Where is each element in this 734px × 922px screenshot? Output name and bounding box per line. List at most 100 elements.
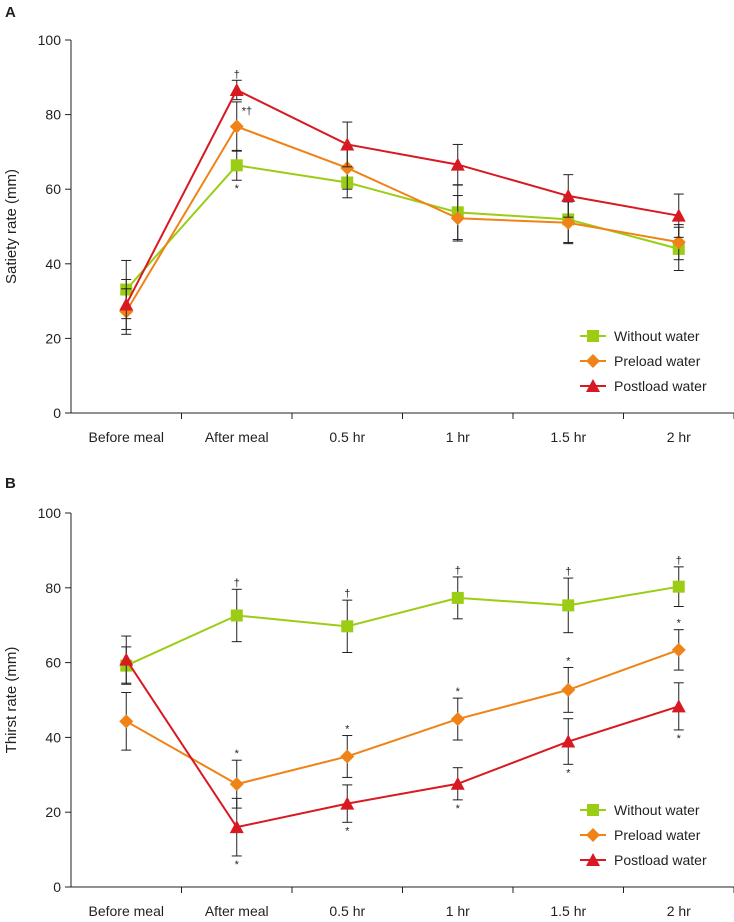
series-preload-water bbox=[119, 101, 686, 335]
data-point bbox=[451, 591, 464, 604]
panel-label: A bbox=[5, 4, 16, 21]
significance-marker: † bbox=[565, 566, 571, 578]
series-line bbox=[125, 164, 680, 291]
data-point bbox=[671, 235, 686, 250]
significance-marker: † bbox=[676, 555, 682, 567]
legend-item-postload-water: Postload water bbox=[580, 852, 707, 868]
significance-marker: * bbox=[235, 859, 240, 871]
legend-label: Without water bbox=[614, 802, 700, 818]
data-point bbox=[340, 796, 355, 810]
legend-item-preload-water: Preload water bbox=[580, 827, 701, 843]
data-point bbox=[671, 642, 686, 657]
y-tick-label: 20 bbox=[45, 804, 61, 820]
data-point bbox=[229, 119, 244, 134]
data-point bbox=[340, 160, 355, 175]
legend-marker bbox=[586, 354, 600, 368]
panel-a: A 0 20 40 60 80 100 Before meal After meal 0.5 hr… bbox=[3, 4, 734, 445]
data-point bbox=[450, 712, 465, 727]
legend-marker bbox=[587, 330, 599, 342]
significance-marker: † bbox=[455, 565, 461, 577]
significance-marker: * bbox=[456, 803, 461, 815]
x-tick-label: 2 hr bbox=[667, 903, 691, 917]
legend-label: Preload water bbox=[614, 827, 701, 843]
significance-marker: * bbox=[345, 825, 350, 837]
significance-marker: † bbox=[234, 577, 240, 589]
data-point bbox=[562, 599, 575, 612]
y-tick-label: 20 bbox=[45, 330, 61, 346]
data-point bbox=[229, 82, 244, 96]
y-axis-title: Satiety rate (mm) bbox=[3, 169, 20, 284]
x-tick-label: Before meal bbox=[89, 903, 164, 917]
significance-marker: * bbox=[677, 733, 682, 745]
y-axis-title: Thirst rate (mm) bbox=[3, 647, 20, 754]
x-tick-label: 0.5 hr bbox=[329, 903, 365, 917]
legend-item-postload-water: Postload water bbox=[580, 378, 707, 394]
data-point bbox=[561, 188, 576, 202]
y-tick-label: 80 bbox=[45, 107, 61, 123]
panel-b: B 0 20 40 60 80 100 Before meal After meal 0.5 hr… bbox=[3, 475, 734, 919]
x-tick-label: 1.5 hr bbox=[550, 903, 586, 917]
significance-marker: * bbox=[235, 183, 240, 195]
panel-label: B bbox=[5, 475, 16, 492]
legend-marker bbox=[586, 828, 600, 842]
significance-marker: † bbox=[234, 69, 240, 81]
x-tick-label: 0.5 hr bbox=[329, 429, 365, 445]
significance-marker: * bbox=[456, 686, 461, 698]
data-point bbox=[229, 820, 244, 834]
y-tick-label: 40 bbox=[45, 256, 61, 272]
data-point bbox=[230, 159, 243, 172]
data-point bbox=[119, 714, 134, 729]
data-point bbox=[671, 208, 686, 222]
significance-marker: * bbox=[345, 724, 350, 736]
legend-label: Postload water bbox=[614, 378, 707, 394]
x-tick-label: After meal bbox=[205, 903, 269, 917]
legend-marker bbox=[586, 379, 600, 392]
data-point bbox=[119, 652, 134, 666]
series-postload-water bbox=[119, 635, 686, 857]
y-tick-label: 100 bbox=[38, 505, 62, 521]
legend-item-without-water: Without water bbox=[580, 802, 700, 818]
significance-marker: * bbox=[235, 748, 240, 760]
legend-marker bbox=[586, 853, 600, 866]
series-preload-water bbox=[119, 629, 686, 809]
legend-label: Without water bbox=[614, 328, 700, 344]
significance-marker: † bbox=[344, 588, 350, 600]
series-without-water bbox=[120, 566, 685, 685]
data-point bbox=[119, 297, 134, 311]
legend-item-preload-water: Preload water bbox=[580, 353, 701, 369]
data-point bbox=[561, 215, 576, 230]
data-point bbox=[450, 211, 465, 226]
x-tick-label: 1 hr bbox=[446, 903, 470, 917]
x-tick-label: 2 hr bbox=[667, 429, 691, 445]
significance-marker: *† bbox=[242, 106, 252, 118]
series-postload-water bbox=[119, 79, 686, 330]
legend: Without water Preload water Postload water bbox=[580, 328, 707, 394]
data-point bbox=[450, 157, 465, 171]
data-point bbox=[450, 776, 465, 790]
legend-marker bbox=[587, 804, 599, 816]
y-tick-label: 40 bbox=[45, 729, 61, 745]
legend-item-without-water: Without water bbox=[580, 328, 700, 344]
series-line bbox=[125, 659, 680, 829]
data-point bbox=[341, 620, 354, 633]
data-point bbox=[671, 699, 686, 713]
significance-marker: * bbox=[677, 618, 682, 630]
series-line bbox=[125, 648, 680, 786]
series-line bbox=[125, 585, 679, 667]
data-point bbox=[672, 580, 685, 593]
significance-marker: * bbox=[566, 767, 571, 779]
x-tick-label: After meal bbox=[205, 429, 269, 445]
legend: Without water Preload water Postload water bbox=[580, 802, 707, 868]
y-tick-label: 0 bbox=[53, 405, 61, 421]
y-tick-label: 100 bbox=[38, 32, 62, 48]
series-line bbox=[125, 125, 679, 313]
y-tick-label: 0 bbox=[53, 879, 61, 895]
x-tick-label: 1 hr bbox=[446, 429, 470, 445]
y-tick-label: 60 bbox=[45, 181, 61, 197]
data-point bbox=[340, 749, 355, 764]
x-tick-label: 1.5 hr bbox=[550, 429, 586, 445]
series-without-water bbox=[120, 149, 685, 320]
legend-label: Postload water bbox=[614, 852, 707, 868]
